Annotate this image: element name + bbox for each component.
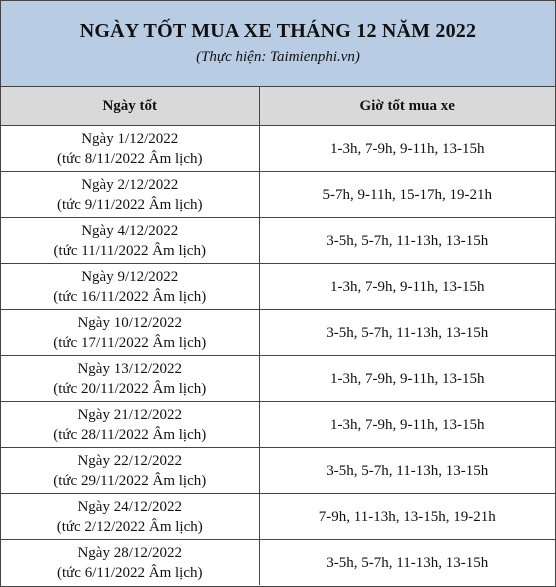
solar-date: Ngày 21/12/2022: [77, 406, 183, 423]
date-cell: Ngày 9/12/2022 (tức 16/11/2022 Âm lịch): [1, 263, 260, 310]
hours-cell: 1-3h, 7-9h, 9-11h, 13-15h: [259, 355, 555, 402]
table-row: Ngày 1/12/2022 (tức 8/11/2022 Âm lịch) 1-…: [1, 125, 555, 172]
date-cell: Ngày 10/12/2022 (tức 17/11/2022 Âm lịch): [1, 309, 260, 356]
date-cell: Ngày 24/12/2022 (tức 2/12/2022 Âm lịch): [1, 493, 260, 540]
hours-cell: 1-3h, 7-9h, 9-11h, 13-15h: [259, 125, 555, 172]
title-banner: NGÀY TỐT MUA XE THÁNG 12 NĂM 2022 (Thực …: [1, 1, 555, 87]
table-row: Ngày 24/12/2022 (tức 2/12/2022 Âm lịch) 7…: [1, 493, 555, 540]
date-cell: Ngày 2/12/2022 (tức 9/11/2022 Âm lịch): [1, 171, 260, 218]
hours-cell: 3-5h, 5-7h, 11-13h, 13-15h: [259, 309, 555, 356]
table-row: Ngày 2/12/2022 (tức 9/11/2022 Âm lịch) 5-…: [1, 171, 555, 218]
solar-date: Ngày 9/12/2022: [81, 268, 179, 285]
hours-cell: 1-3h, 7-9h, 9-11h, 13-15h: [259, 401, 555, 448]
hours-cell: 7-9h, 11-13h, 13-15h, 19-21h: [259, 493, 555, 540]
solar-date: Ngày 28/12/2022: [77, 544, 183, 561]
table-row: Ngày 21/12/2022 (tức 28/11/2022 Âm lịch) …: [1, 401, 555, 448]
solar-date: Ngày 1/12/2022: [81, 130, 179, 147]
solar-date: Ngày 22/12/2022: [77, 452, 183, 469]
date-cell: Ngày 28/12/2022 (tức 6/11/2022 Âm lịch): [1, 539, 260, 585]
date-cell: Ngày 22/12/2022 (tức 29/11/2022 Âm lịch): [1, 447, 260, 494]
page-subtitle: (Thực hiện: Taimienphi.vn): [196, 49, 360, 65]
hours-cell: 3-5h, 5-7h, 11-13h, 13-15h: [259, 447, 555, 494]
schedule-table: Ngày tốt Giờ tốt mua xe Ngày 1/12/2022 (t…: [1, 87, 555, 585]
hours-cell: 3-5h, 5-7h, 11-13h, 13-15h: [326, 554, 489, 571]
page-title: NGÀY TỐT MUA XE THÁNG 12 NĂM 2022: [79, 20, 477, 42]
solar-date: Ngày 4/12/2022: [81, 222, 179, 239]
column-header-date: Ngày tốt: [1, 87, 260, 126]
lunar-date: (tức 17/11/2022 Âm lịch): [53, 334, 207, 351]
column-header-hours: Giờ tốt mua xe: [259, 87, 555, 126]
hours-cell: 3-5h, 5-7h, 11-13h, 13-15h: [259, 217, 555, 264]
lunar-date: (tức 29/11/2022 Âm lịch): [53, 472, 207, 489]
lunar-date: (tức 20/11/2022 Âm lịch): [53, 380, 207, 397]
table-row: Ngày 10/12/2022 (tức 17/11/2022 Âm lịch) …: [1, 309, 555, 356]
date-cell: Ngày 13/12/2022 (tức 20/11/2022 Âm lịch): [1, 355, 260, 402]
hours-cell: 5-7h, 9-11h, 15-17h, 19-21h: [259, 171, 555, 218]
lunar-date: (tức 8/11/2022 Âm lịch): [57, 150, 203, 167]
solar-date: Ngày 13/12/2022: [77, 360, 183, 377]
lunar-date: (tức 2/12/2022 Âm lịch): [56, 518, 203, 535]
lunar-date: (tức 28/11/2022 Âm lịch): [53, 426, 207, 443]
table-row: Ngày 9/12/2022 (tức 16/11/2022 Âm lịch) 1…: [1, 263, 555, 310]
lunar-date: (tức 16/11/2022 Âm lịch): [53, 288, 207, 305]
date-cell: Ngày 4/12/2022 (tức 11/11/2022 Âm lịch): [1, 217, 260, 264]
solar-date: Ngày 24/12/2022: [77, 498, 183, 515]
solar-date: Ngày 2/12/2022: [81, 176, 179, 193]
date-cell: Ngày 21/12/2022 (tức 28/11/2022 Âm lịch): [1, 401, 260, 448]
lunar-date: (tức 6/11/2022 Âm lịch): [57, 564, 203, 581]
table-header-row: Ngày tốt Giờ tốt mua xe: [1, 87, 555, 126]
lunar-date: (tức 11/11/2022 Âm lịch): [53, 242, 206, 259]
table-row: Ngày 4/12/2022 (tức 11/11/2022 Âm lịch) 3…: [1, 217, 555, 264]
table-row: Ngày 28/12/2022 (tức 6/11/2022 Âm lịch) 3…: [1, 539, 555, 585]
hours-cell: 1-3h, 7-9h, 9-11h, 13-15h: [259, 263, 555, 310]
lunar-date: (tức 9/11/2022 Âm lịch): [57, 196, 203, 213]
date-cell: Ngày 1/12/2022 (tức 8/11/2022 Âm lịch): [1, 125, 260, 172]
table-row: Ngày 22/12/2022 (tức 29/11/2022 Âm lịch) …: [1, 447, 555, 494]
table-row: Ngày 13/12/2022 (tức 20/11/2022 Âm lịch) …: [1, 355, 555, 402]
solar-date: Ngày 10/12/2022: [77, 314, 183, 331]
